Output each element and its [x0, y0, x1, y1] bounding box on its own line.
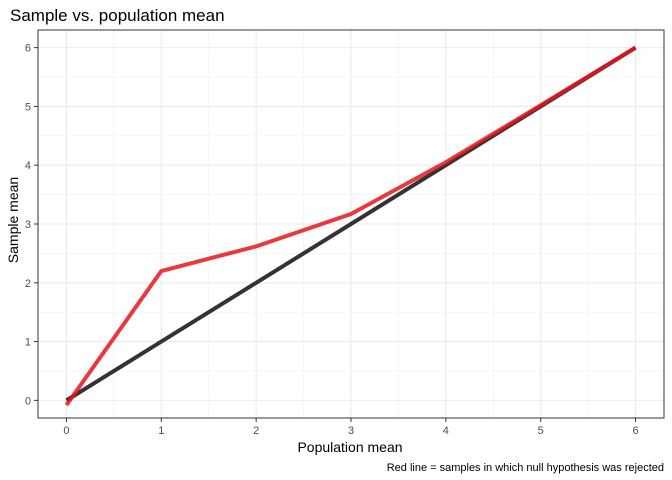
y-tick-label: 1 — [25, 337, 31, 349]
x-axis-ticks: 0 1 2 3 4 5 6 — [63, 418, 639, 437]
series-line-2 — [64, 45, 637, 407]
x-tick-label: 6 — [632, 425, 638, 437]
x-axis-title: Population mean — [297, 439, 402, 455]
x-tick-label: 1 — [158, 425, 164, 437]
x-tick-label: 3 — [348, 425, 354, 437]
y-tick-label: 3 — [25, 219, 31, 231]
y-tick-label: 2 — [25, 278, 31, 290]
x-tick-label: 5 — [538, 425, 544, 437]
x-tick-label: 4 — [443, 425, 449, 437]
y-tick-label: 6 — [25, 43, 31, 55]
y-tick-label: 0 — [25, 395, 31, 407]
series-layer — [64, 45, 637, 407]
y-axis-ticks: 0 1 2 3 4 5 6 — [25, 43, 38, 407]
y-axis-title: Sample mean — [5, 177, 21, 263]
y-tick-label: 5 — [25, 101, 31, 113]
x-tick-label: 0 — [63, 425, 69, 437]
chart-title: Sample vs. population mean — [10, 6, 225, 25]
chart-caption: Red line = samples in which null hypothe… — [387, 462, 664, 474]
x-tick-label: 2 — [253, 425, 259, 437]
grid — [38, 30, 664, 418]
y-tick-label: 4 — [25, 160, 31, 172]
